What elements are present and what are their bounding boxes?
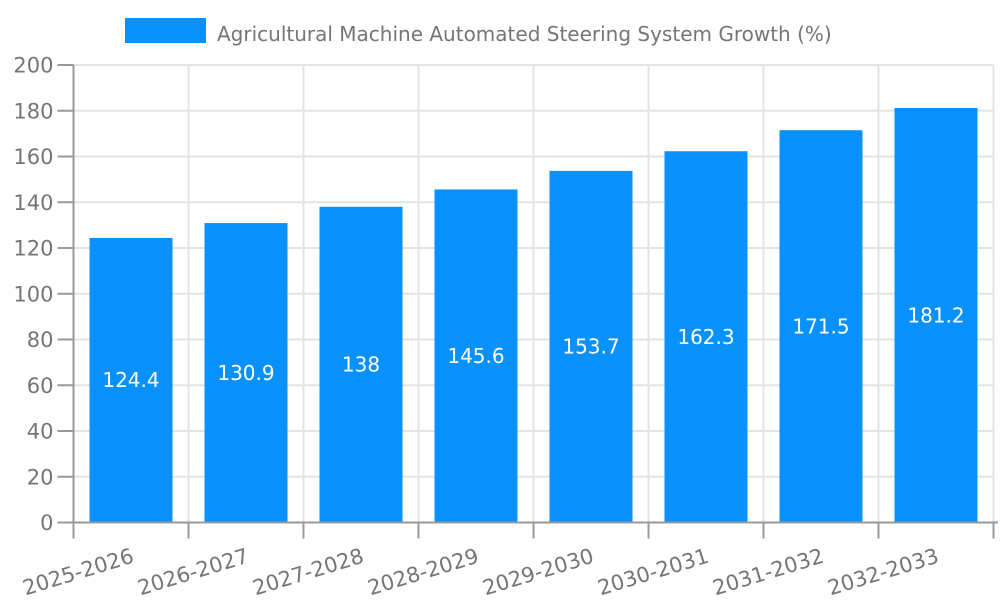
x-tick-label: 2029-2030	[480, 544, 596, 600]
bar[interactable]	[894, 108, 978, 523]
bar-value-label: 138	[342, 353, 380, 377]
bar[interactable]	[434, 189, 518, 523]
y-tick-label: 60	[27, 374, 54, 398]
bar[interactable]	[549, 170, 633, 523]
y-tick-label: 120	[13, 237, 53, 261]
x-tick-label: 2030-2031	[595, 544, 711, 600]
x-tick-label: 2027-2028	[250, 544, 366, 600]
legend-swatch[interactable]	[125, 18, 206, 43]
bar[interactable]	[89, 237, 173, 523]
bar-value-label: 162.3	[677, 325, 734, 349]
bars-layer	[89, 108, 978, 523]
legend: Agricultural Machine Automated Steering …	[125, 18, 832, 46]
bar-value-label: 153.7	[562, 335, 619, 359]
legend-label[interactable]: Agricultural Machine Automated Steering …	[217, 22, 832, 46]
bar[interactable]	[204, 223, 288, 523]
bar-value-label: 181.2	[907, 303, 964, 327]
x-tick-label: 2032-2033	[825, 544, 941, 600]
x-tick-label: 2028-2029	[365, 544, 481, 600]
y-tick-label: 160	[13, 145, 53, 169]
y-tick-label: 100	[13, 282, 53, 306]
bar-value-label: 124.4	[102, 368, 159, 392]
y-tick-label: 180	[13, 99, 53, 123]
bar-value-label: 171.5	[792, 314, 849, 338]
y-tick-label: 140	[13, 191, 53, 215]
x-tick-label: 2026-2027	[135, 544, 251, 600]
y-tick-label: 0	[40, 511, 53, 535]
bar[interactable]	[779, 130, 863, 523]
y-tick-label: 40	[27, 420, 54, 444]
bar-value-label: 130.9	[217, 361, 274, 385]
bar[interactable]	[664, 151, 748, 523]
y-tick-label: 80	[27, 328, 54, 352]
bar-value-label: 145.6	[447, 344, 504, 368]
x-tick-label: 2031-2032	[710, 544, 826, 600]
y-tick-label: 200	[13, 54, 53, 78]
axis-layer	[57, 64, 998, 539]
x-tick-label: 2025-2026	[20, 544, 136, 600]
bar[interactable]	[319, 206, 403, 523]
y-tick-label: 20	[27, 465, 54, 489]
